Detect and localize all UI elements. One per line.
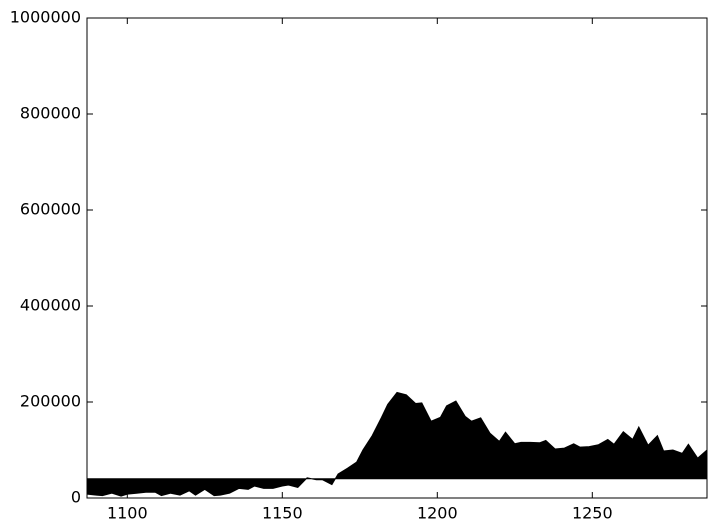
- x-tick-label: 1200: [417, 504, 458, 523]
- y-tick-label: 1000000: [10, 8, 81, 27]
- x-tick-label: 1250: [572, 504, 613, 523]
- area: [86, 391, 708, 497]
- plot-frame: [86, 17, 708, 499]
- y-tick-label: 0: [71, 488, 81, 507]
- y-tick-label: 600000: [20, 200, 81, 219]
- x-tick-label: 1150: [262, 504, 303, 523]
- y-tick-label: 800000: [20, 104, 81, 123]
- x-tick-label: 1100: [107, 504, 148, 523]
- y-tick-label: 400000: [20, 296, 81, 315]
- y-tick-label: 200000: [20, 392, 81, 411]
